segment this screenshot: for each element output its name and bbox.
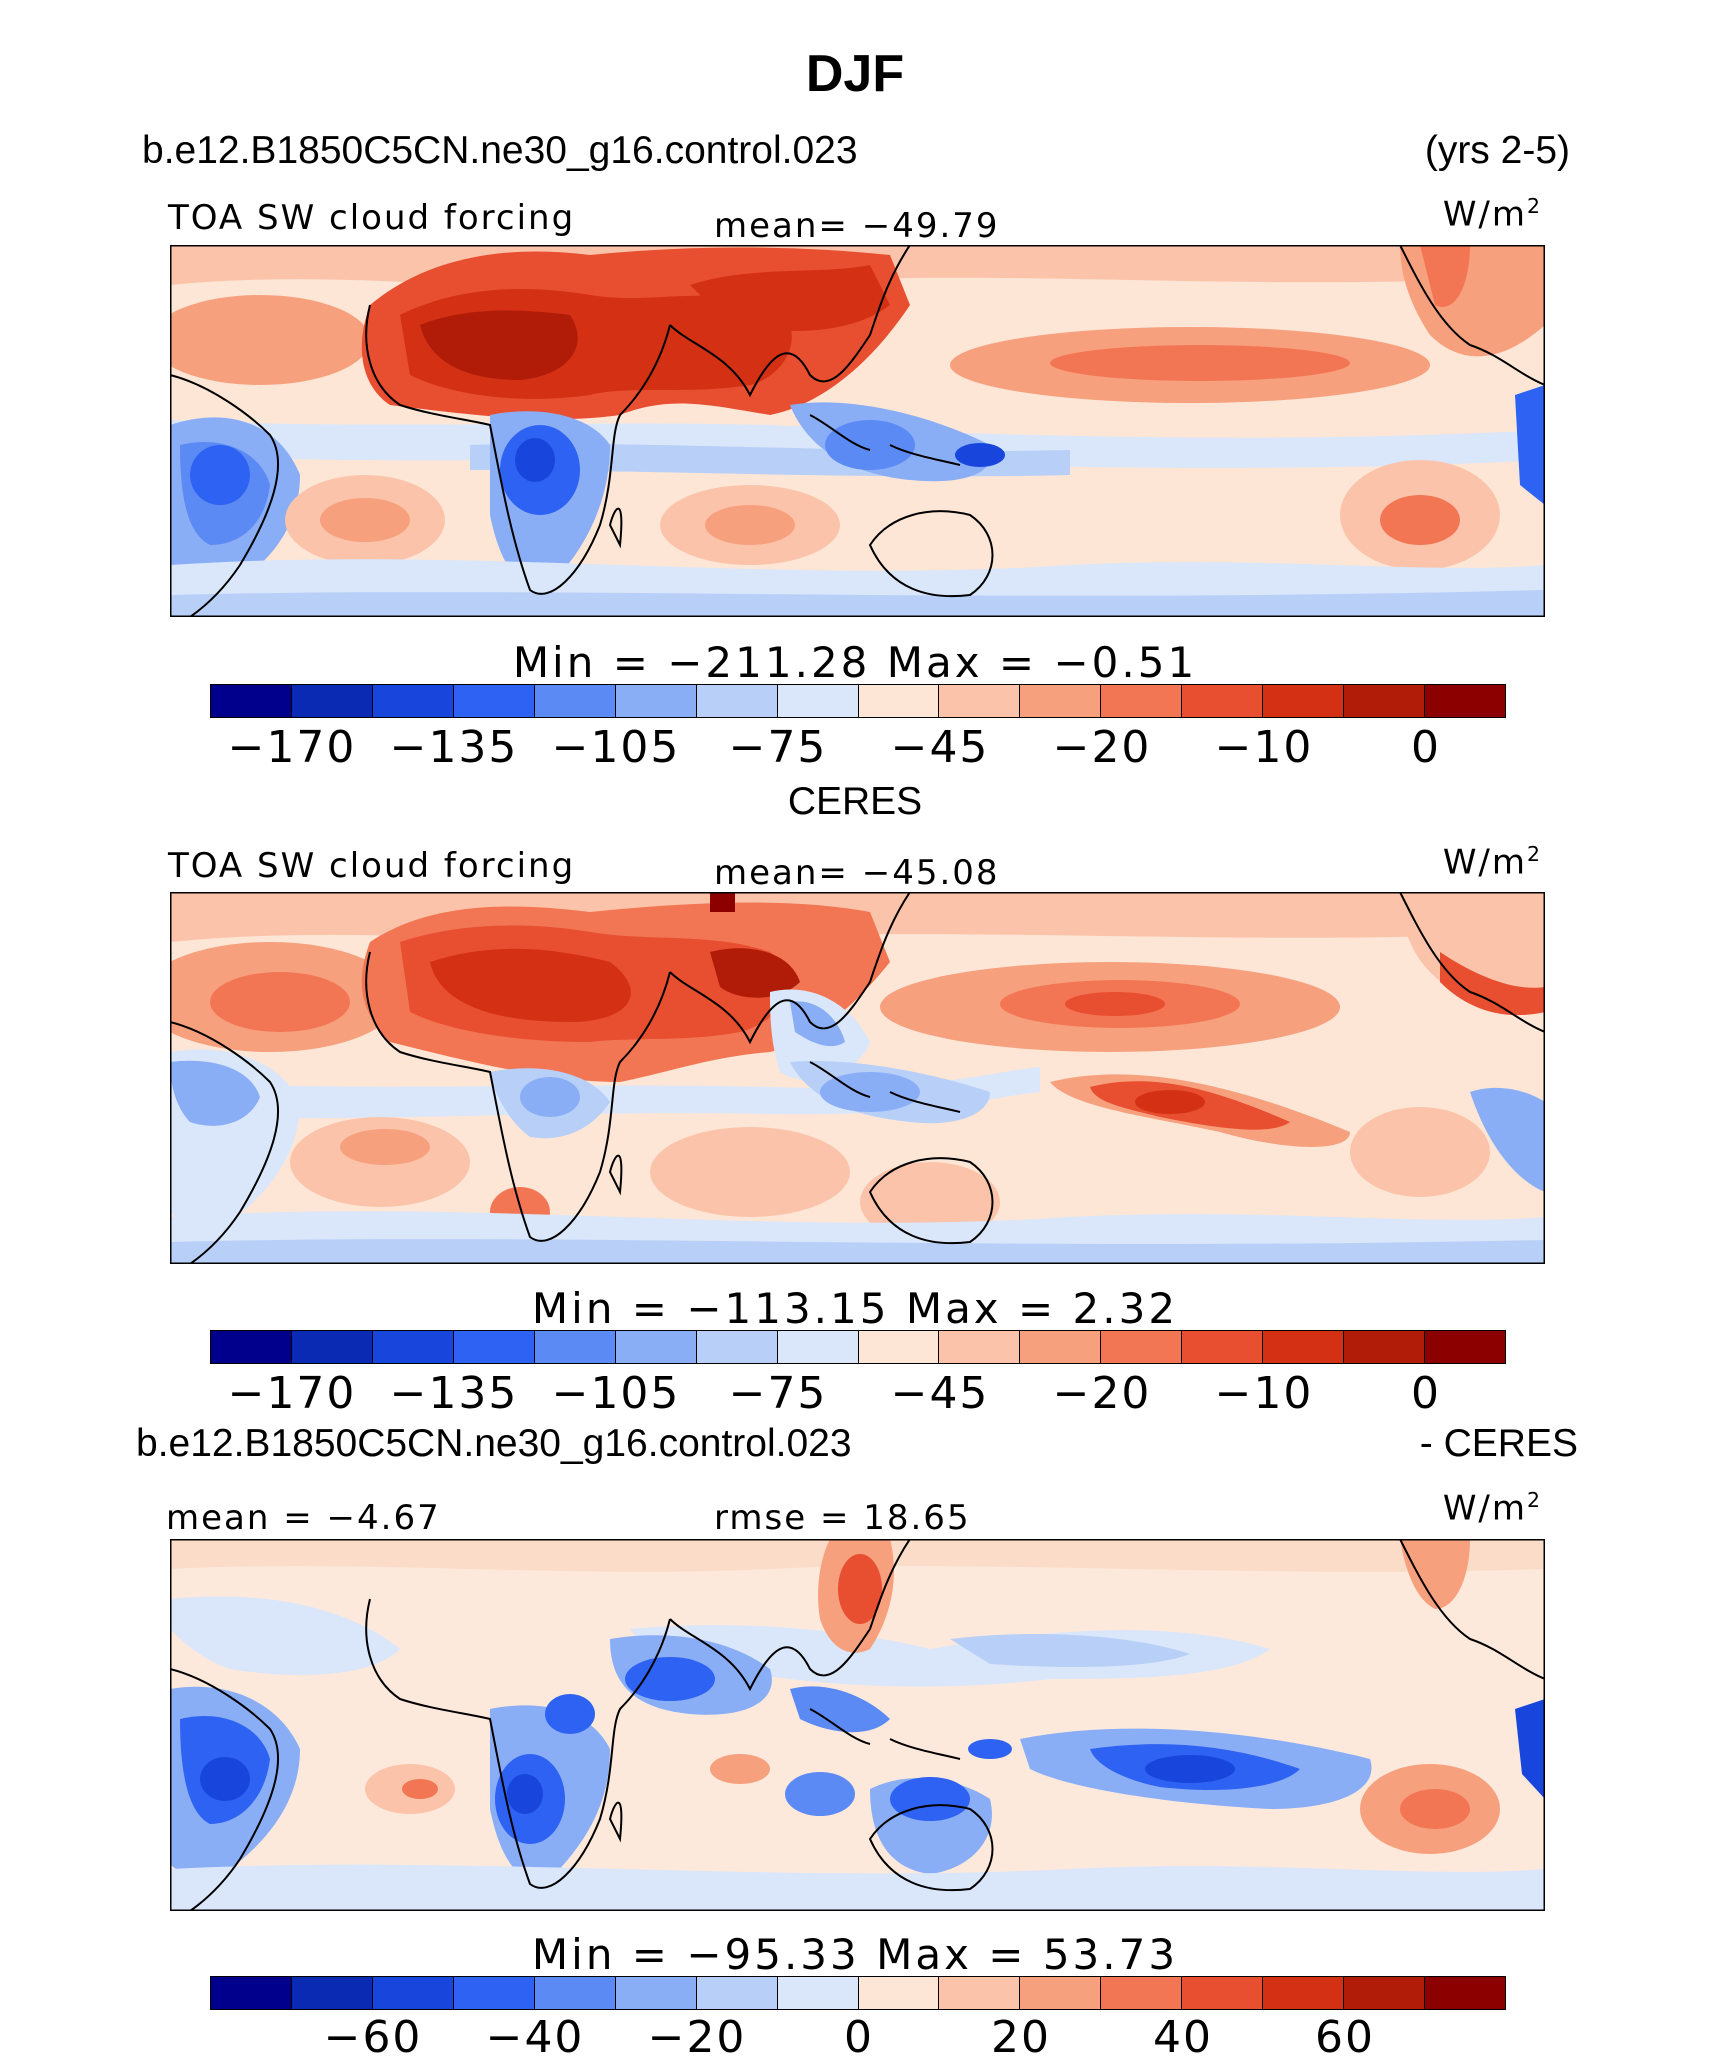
panel3-mean-label: mean = −4.67	[166, 1498, 441, 1538]
colorbar-tick: −170	[227, 722, 357, 773]
colorbar-tick: −10	[1214, 1368, 1314, 1419]
colorbar-tick: −75	[728, 1368, 828, 1419]
panel1-units: W/m2	[1442, 194, 1542, 235]
colorbar-tick: 0	[1411, 1368, 1441, 1419]
colorbar-box	[615, 685, 697, 717]
colorbar-tick: −10	[1214, 722, 1314, 773]
panel2-units: W/m2	[1442, 842, 1542, 883]
panel2-colorbar	[210, 1330, 1506, 1364]
colorbar-box	[1020, 1977, 1102, 2009]
colorbar-box	[696, 1977, 778, 2009]
colorbar-box	[1263, 685, 1345, 717]
colorbar-box	[939, 1331, 1021, 1363]
panel1-mean-label: mean= −49.79	[714, 206, 1000, 246]
colorbar-tick: −20	[647, 2012, 747, 2063]
colorbar-box	[211, 1977, 292, 2009]
colorbar-tick: −20	[1052, 1368, 1152, 1419]
colorbar-tick: 40	[1153, 2012, 1213, 2063]
panel3-minmax: Min = −95.33 Max = 53.73	[531, 1930, 1179, 1979]
panel1-map	[170, 245, 1545, 617]
colorbar-box	[534, 1977, 616, 2009]
colorbar-tick: −135	[389, 1368, 519, 1419]
colorbar-tick: −105	[551, 1368, 681, 1419]
panel3-map-svg	[170, 1539, 1545, 1911]
colorbar-tick: −75	[728, 722, 828, 773]
colorbar-box	[534, 685, 616, 717]
colorbar-box	[1182, 1977, 1264, 2009]
colorbar-box	[1182, 1331, 1264, 1363]
colorbar-box	[453, 1977, 535, 2009]
colorbar-box	[372, 1331, 454, 1363]
colorbar-tick: −20	[1052, 722, 1152, 773]
colorbar-tick: −170	[227, 1368, 357, 1419]
colorbar-box	[1344, 1977, 1426, 2009]
figure-title: DJF	[805, 45, 905, 103]
colorbar-box	[615, 1977, 697, 2009]
colorbar-box	[777, 685, 859, 717]
colorbar-box	[1425, 1331, 1505, 1363]
colorbar-box	[1425, 1977, 1505, 2009]
colorbar-tick: −45	[890, 722, 990, 773]
colorbar-tick: 0	[1411, 722, 1441, 773]
colorbar-tick: 20	[991, 2012, 1051, 2063]
colorbar-box	[1020, 685, 1102, 717]
colorbar-box	[777, 1331, 859, 1363]
colorbar-box	[939, 1977, 1021, 2009]
colorbar-box	[1182, 685, 1264, 717]
colorbar-box	[1101, 1331, 1183, 1363]
colorbar-tick: 0	[844, 2012, 874, 2063]
colorbar-box	[291, 1977, 373, 2009]
colorbar-box	[858, 1331, 940, 1363]
panel3-case-name: b.e12.B1850C5CN.ne30_g16.control.023	[136, 1422, 852, 1465]
colorbar-box	[1263, 1331, 1345, 1363]
panel1-years: (yrs 2-5)	[1424, 129, 1570, 172]
colorbar-tick: −60	[323, 2012, 423, 2063]
panel1-map-svg	[170, 245, 1545, 617]
panel2-variable-label: TOA SW cloud forcing	[168, 846, 576, 886]
colorbar-box	[211, 1331, 292, 1363]
colorbar-box	[777, 1977, 859, 2009]
panel3-units: W/m2	[1442, 1488, 1542, 1529]
panel2-title: CERES	[787, 780, 923, 823]
panel2-map	[170, 892, 1545, 1264]
colorbar-box	[534, 1331, 616, 1363]
panel3-rmse-label: rmse = 18.65	[714, 1498, 971, 1538]
colorbar-box	[1101, 685, 1183, 717]
colorbar-box	[453, 1331, 535, 1363]
colorbar-box	[696, 685, 778, 717]
colorbar-box	[211, 685, 292, 717]
colorbar-box	[939, 685, 1021, 717]
colorbar-box	[291, 1331, 373, 1363]
colorbar-box	[1344, 1331, 1426, 1363]
panel1-variable-label: TOA SW cloud forcing	[168, 198, 576, 238]
colorbar-box	[291, 685, 373, 717]
colorbar-tick: −45	[890, 1368, 990, 1419]
colorbar-box	[1101, 1977, 1183, 2009]
panel3-colorbar	[210, 1976, 1506, 2010]
colorbar-box	[1020, 1331, 1102, 1363]
colorbar-tick: −105	[551, 722, 681, 773]
colorbar-box	[696, 1331, 778, 1363]
colorbar-tick: −135	[389, 722, 519, 773]
panel3-map	[170, 1539, 1545, 1911]
panel2-map-svg	[170, 892, 1545, 1264]
colorbar-box	[1344, 685, 1426, 717]
colorbar-box	[858, 1977, 940, 2009]
panel3-minus-obs: - CERES	[1419, 1422, 1578, 1465]
colorbar-box	[372, 685, 454, 717]
colorbar-tick: −40	[485, 2012, 585, 2063]
colorbar-box	[615, 1331, 697, 1363]
panel2-mean-label: mean= −45.08	[714, 853, 1000, 893]
panel1-minmax: Min = −211.28 Max = −0.51	[512, 638, 1198, 687]
colorbar-box	[453, 685, 535, 717]
colorbar-box	[858, 685, 940, 717]
colorbar-box	[1425, 685, 1505, 717]
colorbar-box	[1263, 1977, 1345, 2009]
panel1-case-name: b.e12.B1850C5CN.ne30_g16.control.023	[142, 129, 858, 172]
panel1-colorbar	[210, 684, 1506, 718]
colorbar-box	[372, 1977, 454, 2009]
panel2-minmax: Min = −113.15 Max = 2.32	[531, 1284, 1179, 1333]
colorbar-tick: 60	[1315, 2012, 1375, 2063]
